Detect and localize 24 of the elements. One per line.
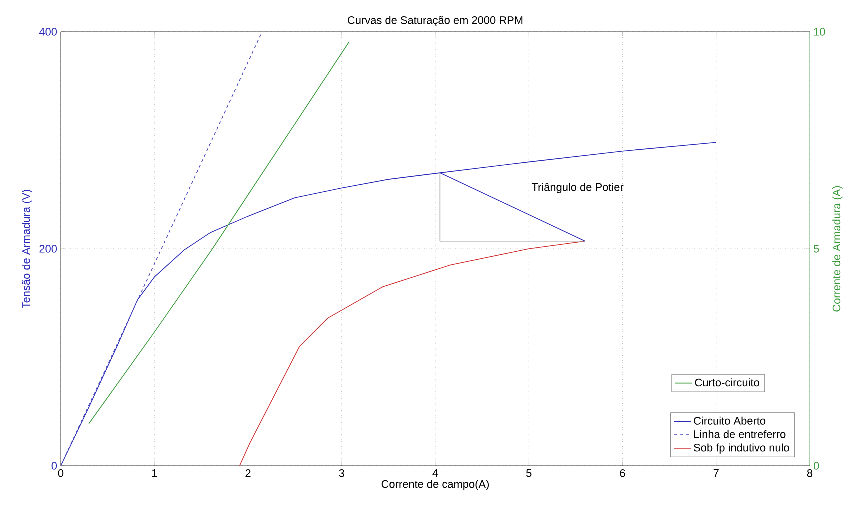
x-tick-label: 7 [714, 470, 719, 478]
x-axis-title: Corrente de campo(A) [382, 480, 490, 490]
legend-label: Linha de entreferro [694, 430, 786, 438]
x-tick-label: 4 [432, 470, 438, 478]
y-tick-label: 200 [40, 245, 58, 253]
annotation: Triângulo de Potier [532, 183, 624, 194]
y2-tick-label: 5 [814, 245, 820, 253]
x-tick-label: 1 [152, 470, 158, 478]
x-tick-label: 3 [339, 470, 344, 478]
chart-title: Curvas de Saturação em 2000 RPM [348, 16, 523, 26]
y2-tick-label: 0 [814, 462, 820, 470]
x-tick-label: 5 [526, 470, 532, 478]
y-tick-label: 0 [52, 462, 58, 470]
x-tick-label: 0 [58, 470, 64, 478]
y2-tick-label: 10 [814, 28, 826, 36]
y-tick-label: 400 [39, 28, 58, 36]
y2-axis-title: Corrente de Armadura (A) [832, 186, 843, 312]
legend-label: Sob fp indutivo nulo [694, 444, 790, 454]
legend-label: Circuito Aberto [694, 416, 766, 425]
y-axis-title: Tensão de Armadura (V) [22, 190, 32, 308]
legend-label: Curto-circuito [695, 378, 760, 387]
x-tick-label: 2 [246, 470, 251, 478]
x-tick-label: 6 [620, 470, 626, 478]
x-tick-label: 8 [807, 470, 813, 478]
